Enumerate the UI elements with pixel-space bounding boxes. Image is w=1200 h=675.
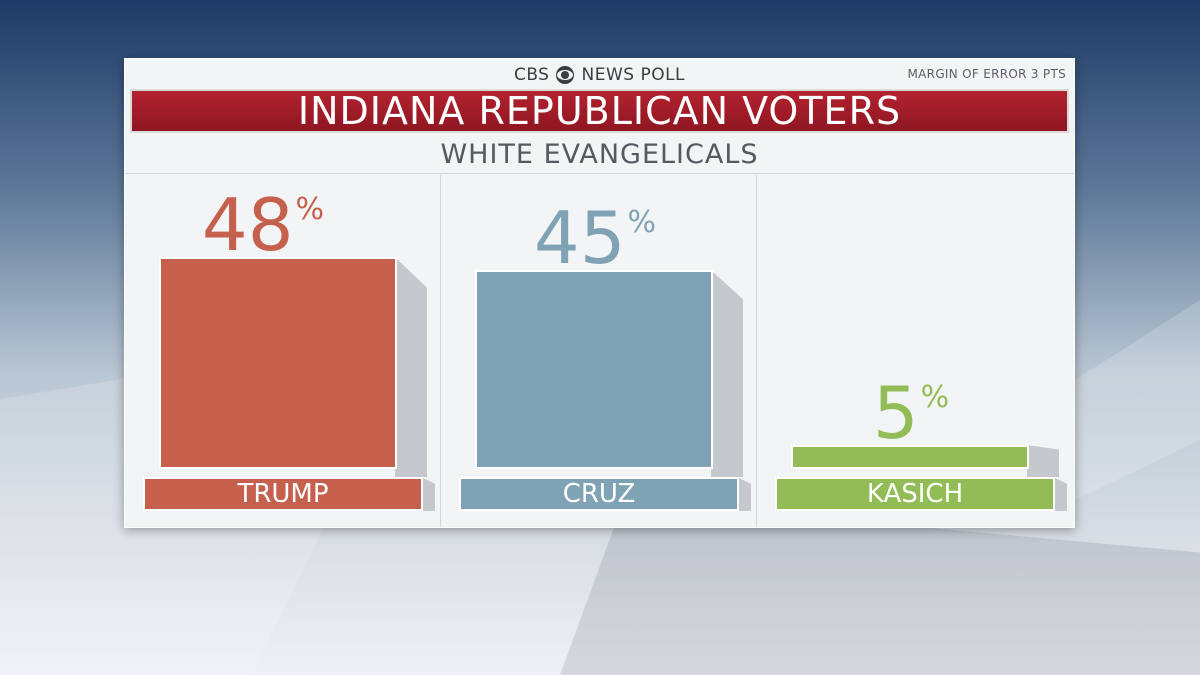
column-divider (756, 175, 757, 527)
trump-category-label: TRUMP (143, 477, 423, 511)
cruz-bar-shadow (711, 270, 743, 477)
trump-bar-shadow (395, 257, 427, 477)
cruz-value-label: 45% (475, 202, 715, 274)
brand-news-poll: NEWS POLL (581, 65, 686, 85)
column-divider (440, 175, 441, 527)
trump-value-number: 48 (201, 183, 294, 267)
kasich-category-shadow (1053, 477, 1067, 511)
cruz-bar (475, 270, 713, 469)
kasich-bar-shadow (1027, 445, 1059, 477)
brand-header: CBS NEWS POLL (125, 64, 1074, 86)
chart-subtitle: WHITE EVANGELICALS (125, 139, 1074, 174)
kasich-value-number: 5 (872, 371, 919, 455)
trump-bar (159, 257, 397, 469)
margin-of-error: MARGIN OF ERROR 3 PTS (907, 67, 1066, 81)
background-shard (1075, 300, 1200, 500)
cruz-percent-sign: % (627, 205, 657, 241)
trump-value-label: 48% (143, 189, 383, 261)
trump-percent-sign: % (295, 192, 325, 227)
trump-category-shadow (421, 477, 435, 511)
kasich-bar (791, 445, 1029, 469)
kasich-value-label: 5% (791, 377, 1031, 449)
cruz-category-shadow (737, 477, 751, 511)
cruz-value-number: 45 (533, 196, 626, 281)
kasich-category-label: KASICH (775, 477, 1055, 511)
poll-panel: CBS NEWS POLL MARGIN OF ERROR 3 PTS INDI… (124, 58, 1075, 528)
cruz-category-label: CRUZ (459, 477, 739, 511)
kasich-percent-sign: % (920, 380, 950, 415)
chart-title: INDIANA REPUBLICAN VOTERS (130, 89, 1069, 133)
cbs-eye-icon (556, 66, 575, 84)
brand-cbs: CBS (513, 65, 550, 85)
